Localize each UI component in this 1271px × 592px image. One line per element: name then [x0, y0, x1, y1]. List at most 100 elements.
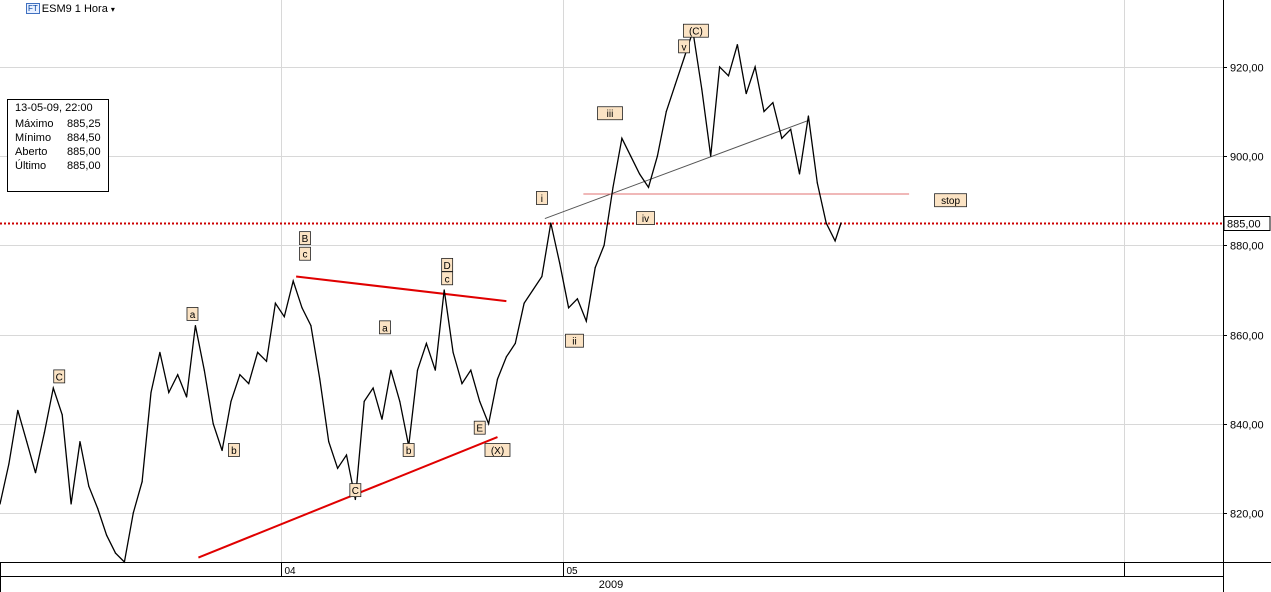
chart-title: ESM9 1 Hora [41, 3, 108, 15]
ft-icon: FT [26, 3, 40, 14]
price-point [319, 378, 321, 380]
price-point [106, 534, 108, 536]
price-point [301, 307, 303, 309]
wave-label-text: ii [572, 337, 576, 348]
wave-label: E [473, 420, 486, 435]
price-point [718, 66, 721, 68]
price-point [283, 316, 285, 318]
wave-label: B [299, 231, 311, 245]
trend-lines [198, 119, 910, 559]
price-point [488, 423, 490, 425]
price-point [612, 186, 614, 188]
wave-label: c [441, 271, 454, 286]
price-point [230, 400, 232, 403]
wave-label-box [441, 271, 454, 286]
price-point [736, 44, 738, 46]
wave-label-text: C [352, 486, 359, 497]
wave-label-text: c [445, 274, 450, 285]
wave-label-text: D [444, 261, 451, 272]
price-point [550, 222, 552, 224]
wave-label-text: B [302, 234, 309, 245]
trend-line [198, 436, 498, 559]
price-point [798, 173, 801, 175]
info-row-high: Máximo 885,25 [15, 118, 101, 130]
last-price-line: 885,00 [0, 216, 1271, 231]
price-point [532, 289, 534, 291]
price-point [363, 400, 365, 403]
price-point [390, 369, 392, 371]
info-row-low: Mínimo 884,50 [15, 132, 101, 144]
price-point [745, 93, 747, 95]
price-point [416, 369, 419, 371]
info-row-open: Aberto 885,00 [15, 146, 101, 158]
price-point [26, 440, 28, 443]
wave-label-text: (C) [689, 27, 703, 38]
price-point [381, 418, 383, 420]
price-point [34, 472, 37, 474]
price-point [656, 155, 658, 157]
wave-label-text: (X) [491, 446, 504, 457]
price-point [265, 360, 268, 362]
price-point [97, 507, 99, 510]
price-point [763, 110, 765, 113]
wave-label-box [228, 443, 240, 457]
wave-label-box [565, 333, 584, 348]
price-point [61, 414, 63, 416]
price-point [203, 369, 205, 371]
x-axis-ticks: 04 05 [281, 562, 579, 577]
x-tick-label: 05 [567, 566, 579, 577]
price-point [505, 356, 507, 358]
price-point [567, 307, 570, 309]
price-point [17, 409, 19, 411]
wave-label-text: v [682, 42, 687, 53]
y-tick-label: 900,00 [1230, 152, 1264, 164]
chart-title-bar[interactable]: FT ESM9 1 Hora ▾ [26, 3, 115, 15]
price-point [781, 137, 783, 139]
wave-label: v [678, 39, 690, 53]
price-point [754, 66, 756, 68]
price-point [292, 280, 294, 282]
wave-label: a [379, 320, 391, 334]
price-point [727, 75, 730, 77]
price-point [559, 262, 561, 264]
y-tick-label: 820,00 [1230, 509, 1264, 521]
price-point [514, 342, 516, 345]
wave-label-box [536, 191, 548, 205]
chart-grid [0, 0, 1223, 562]
price-point [834, 240, 836, 242]
info-timestamp: 13-05-09, 22:00 [15, 102, 93, 114]
price-point [772, 101, 774, 104]
price-point [683, 57, 685, 59]
price-point [576, 298, 579, 300]
wave-label-text: a [382, 323, 388, 334]
price-point [150, 391, 152, 394]
wave-label-box [934, 193, 967, 208]
price-point [639, 173, 641, 175]
price-point [310, 325, 312, 327]
wave-label-text: b [406, 446, 412, 457]
price-point [840, 222, 842, 224]
price-point [328, 440, 330, 443]
wave-label-text: iv [642, 214, 649, 225]
chevron-down-icon[interactable]: ▾ [110, 5, 115, 14]
price-point [496, 378, 499, 380]
wave-label-box [299, 246, 311, 261]
price-line [0, 30, 842, 564]
ohlc-info-box: 13-05-09, 22:00 Máximo 885,25 Mínimo 884,5… [7, 99, 109, 192]
price-point [434, 369, 436, 371]
price-point [807, 115, 810, 117]
wave-label: iv [636, 211, 655, 225]
wave-label-box [402, 443, 415, 457]
wave-label-box [53, 369, 66, 384]
price-point [141, 481, 143, 483]
price-point [674, 84, 676, 86]
price-point [710, 155, 712, 157]
wave-label: ii [565, 333, 584, 348]
wave-label: b [402, 443, 415, 457]
price-point [461, 382, 463, 385]
price-point [603, 244, 605, 246]
wave-label: i [536, 191, 548, 205]
price-point [88, 485, 90, 487]
price-point [221, 449, 223, 452]
